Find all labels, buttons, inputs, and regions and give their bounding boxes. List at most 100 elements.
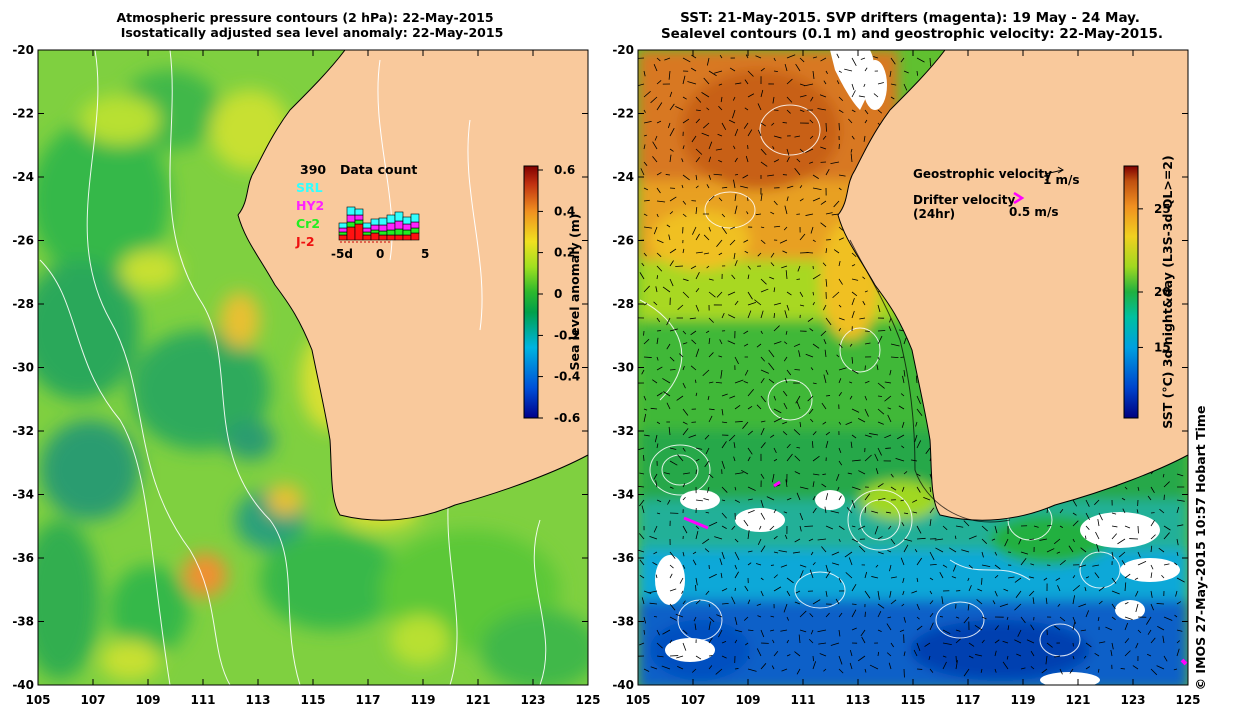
velocity-vector bbox=[643, 213, 648, 217]
velocity-vector bbox=[747, 550, 753, 553]
velocity-vector bbox=[715, 381, 723, 384]
velocity-vector bbox=[679, 577, 684, 584]
histogram-bar-segment bbox=[410, 213, 420, 223]
velocity-vector bbox=[786, 369, 792, 376]
velocity-vector bbox=[1132, 665, 1139, 670]
velocity-vector bbox=[786, 497, 792, 501]
velocity-vector bbox=[1095, 531, 1100, 540]
velocity-vector bbox=[667, 122, 671, 129]
velocity-vector bbox=[656, 317, 661, 323]
velocity-vector bbox=[773, 135, 782, 139]
velocity-vector bbox=[1159, 508, 1165, 514]
velocity-vector bbox=[754, 299, 762, 306]
velocity-vector bbox=[861, 636, 866, 644]
velocity-vector bbox=[799, 421, 802, 428]
velocity-vector bbox=[639, 533, 645, 540]
velocity-vector bbox=[796, 492, 801, 501]
velocity-vector bbox=[822, 304, 827, 311]
velocity-vector bbox=[734, 128, 739, 137]
velocity-vector bbox=[864, 507, 867, 514]
velocity-vector bbox=[641, 597, 645, 605]
velocity-vector bbox=[760, 369, 769, 374]
right-title-line1: SST: 21-May-2015. SVP drifters (magenta)… bbox=[680, 10, 1140, 26]
velocity-vector bbox=[1085, 535, 1087, 540]
velocity-vector bbox=[1026, 639, 1035, 644]
velocity-vector bbox=[641, 505, 645, 514]
velocity-vector bbox=[1150, 590, 1153, 598]
velocity-vector bbox=[695, 174, 698, 181]
velocity-vector bbox=[667, 499, 671, 505]
velocity-vector bbox=[717, 133, 723, 137]
velocity-vector bbox=[705, 590, 710, 596]
velocity-vector bbox=[915, 421, 918, 427]
velocity-vector bbox=[773, 313, 776, 319]
velocity-vector bbox=[864, 342, 871, 345]
velocity-vector bbox=[682, 428, 689, 436]
histogram-bar-segment bbox=[370, 218, 380, 226]
velocity-vector bbox=[669, 460, 678, 466]
right-lon-tick-label: 115 bbox=[900, 693, 925, 707]
velocity-vector bbox=[851, 252, 857, 258]
velocity-vector bbox=[911, 590, 918, 594]
velocity-vector bbox=[1046, 548, 1055, 553]
left-lon-tick-label: 107 bbox=[80, 693, 105, 707]
histogram-bar-segment bbox=[354, 223, 364, 241]
velocity-vector bbox=[796, 446, 801, 449]
histogram-bar-segment bbox=[402, 216, 412, 225]
velocity-vector bbox=[1111, 512, 1117, 515]
velocity-vector bbox=[669, 447, 677, 450]
velocity-vector bbox=[784, 377, 788, 384]
right-lat-tick-label: -38 bbox=[612, 615, 634, 629]
right-lat-tick-label: -24 bbox=[612, 170, 634, 184]
velocity-vector bbox=[916, 537, 926, 540]
velocity-vector bbox=[773, 586, 782, 592]
velocity-vector bbox=[1016, 653, 1022, 657]
velocity-vector bbox=[747, 301, 757, 306]
velocity-vector bbox=[734, 499, 741, 503]
velocity-vector bbox=[708, 317, 714, 323]
velocity-vector bbox=[729, 239, 736, 246]
velocity-vector bbox=[858, 470, 866, 475]
velocity-vector bbox=[1156, 665, 1165, 670]
velocity-vector bbox=[768, 349, 775, 358]
velocity-vector bbox=[1176, 640, 1180, 644]
velocity-vector bbox=[825, 571, 831, 579]
velocity-vector bbox=[734, 538, 739, 543]
velocity-vector bbox=[708, 156, 712, 163]
velocity-vector bbox=[734, 379, 744, 384]
velocity-vector bbox=[715, 148, 723, 151]
velocity-vector bbox=[760, 148, 767, 156]
velocity-vector bbox=[845, 421, 853, 425]
right-lon-tick-label: 105 bbox=[625, 693, 650, 707]
velocity-vector bbox=[877, 447, 882, 456]
geostrophic-legend-label: Geostrophic velocity bbox=[913, 167, 1052, 181]
velocity-vector bbox=[1084, 586, 1087, 592]
velocity-vector bbox=[981, 538, 988, 545]
velocity-vector bbox=[742, 174, 749, 179]
velocity-vector bbox=[643, 285, 650, 293]
velocity-vector bbox=[793, 429, 801, 436]
velocity-vector bbox=[812, 291, 814, 296]
velocity-vector bbox=[851, 434, 857, 439]
velocity-vector bbox=[708, 291, 716, 298]
velocity-vector bbox=[708, 278, 714, 281]
velocity-vector bbox=[994, 639, 1000, 644]
geostrophic-scale-label: 1 m/s bbox=[1043, 173, 1080, 187]
velocity-vector bbox=[799, 304, 805, 307]
velocity-vector bbox=[1085, 642, 1092, 648]
velocity-vector bbox=[773, 574, 778, 579]
velocity-vector bbox=[1015, 590, 1022, 598]
velocity-vector bbox=[807, 317, 814, 322]
velocity-vector bbox=[1147, 629, 1152, 635]
velocity-vector bbox=[830, 642, 840, 646]
velocity-vector bbox=[649, 535, 658, 540]
velocity-vector bbox=[721, 393, 728, 397]
velocity-vector bbox=[757, 103, 762, 111]
velocity-vector bbox=[825, 440, 829, 449]
velocity-vector bbox=[715, 668, 723, 675]
velocity-vector bbox=[877, 498, 886, 501]
velocity-vector bbox=[760, 629, 765, 638]
velocity-vector bbox=[656, 392, 663, 397]
velocity-vector bbox=[694, 623, 697, 631]
velocity-vector bbox=[851, 291, 858, 297]
